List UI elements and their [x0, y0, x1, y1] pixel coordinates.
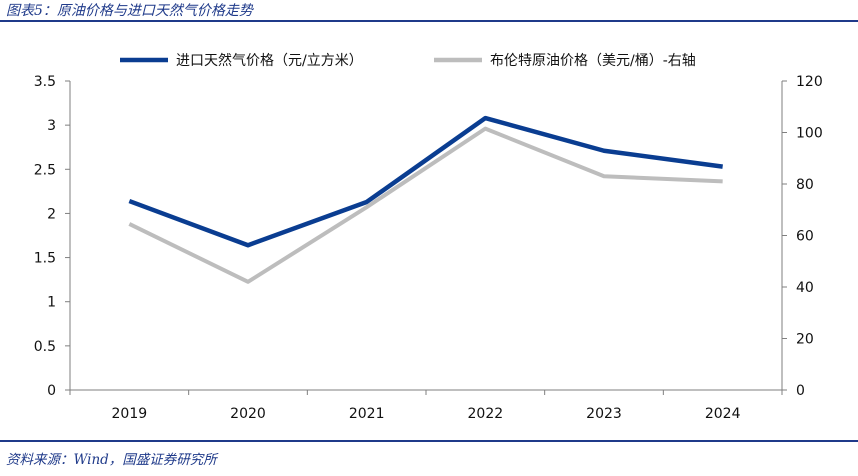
y-left-tick-label: 2 — [47, 206, 56, 222]
y-left-tick-label: 0.5 — [34, 339, 56, 355]
y-right-tick-label: 0 — [796, 383, 805, 399]
legend: 进口天然气价格（元/立方米） 布伦特原油价格（美元/桶）-右轴 — [120, 52, 696, 69]
y-left-tick-label: 3 — [47, 118, 56, 134]
y-left-tick-label: 3.5 — [34, 74, 56, 90]
y-left-tick-label: 0 — [47, 383, 56, 399]
y-right-tick-label: 20 — [796, 332, 814, 348]
y-right-tick-label: 80 — [796, 177, 814, 193]
x-tick-label: 2022 — [468, 406, 504, 422]
y-right-tick-label: 40 — [796, 280, 814, 296]
x-tick-label: 2024 — [705, 406, 741, 422]
x-tick-label: 2021 — [349, 406, 385, 422]
y-right-tick-label: 60 — [796, 229, 814, 245]
y-right-tick-label: 100 — [796, 126, 823, 142]
y-left-tick-label: 1 — [47, 295, 56, 311]
series-lines — [128, 115, 723, 284]
x-tick-label: 2023 — [586, 406, 622, 422]
line-chart: 0 0.5 1 1.5 2 2.5 3 3.5 0 20 40 60 80 100 120 2019 2020 2… — [34, 52, 823, 422]
series-line-brent-oil — [128, 126, 723, 284]
top-rule — [0, 20, 858, 22]
x-tick-label: 2019 — [112, 406, 148, 422]
legend-label: 进口天然气价格（元/立方米） — [176, 52, 363, 69]
axes: 0 0.5 1 1.5 2 2.5 3 3.5 0 20 40 60 80 100 120 2019 2020 2… — [34, 74, 823, 422]
source-note: 资料来源：Wind，国盛证券研究所 — [6, 452, 217, 468]
y-left-tick-label: 2.5 — [34, 162, 56, 178]
figure-title: 图表5：原油价格与进口天然气价格走势 — [6, 3, 253, 19]
y-right-tick-label: 120 — [796, 74, 823, 90]
y-left-tick-label: 1.5 — [34, 251, 56, 267]
bottom-rule — [0, 440, 858, 442]
legend-label: 布伦特原油价格（美元/桶）-右轴 — [490, 53, 696, 69]
series-line-imported-gas — [128, 115, 723, 248]
x-tick-label: 2020 — [230, 406, 266, 422]
